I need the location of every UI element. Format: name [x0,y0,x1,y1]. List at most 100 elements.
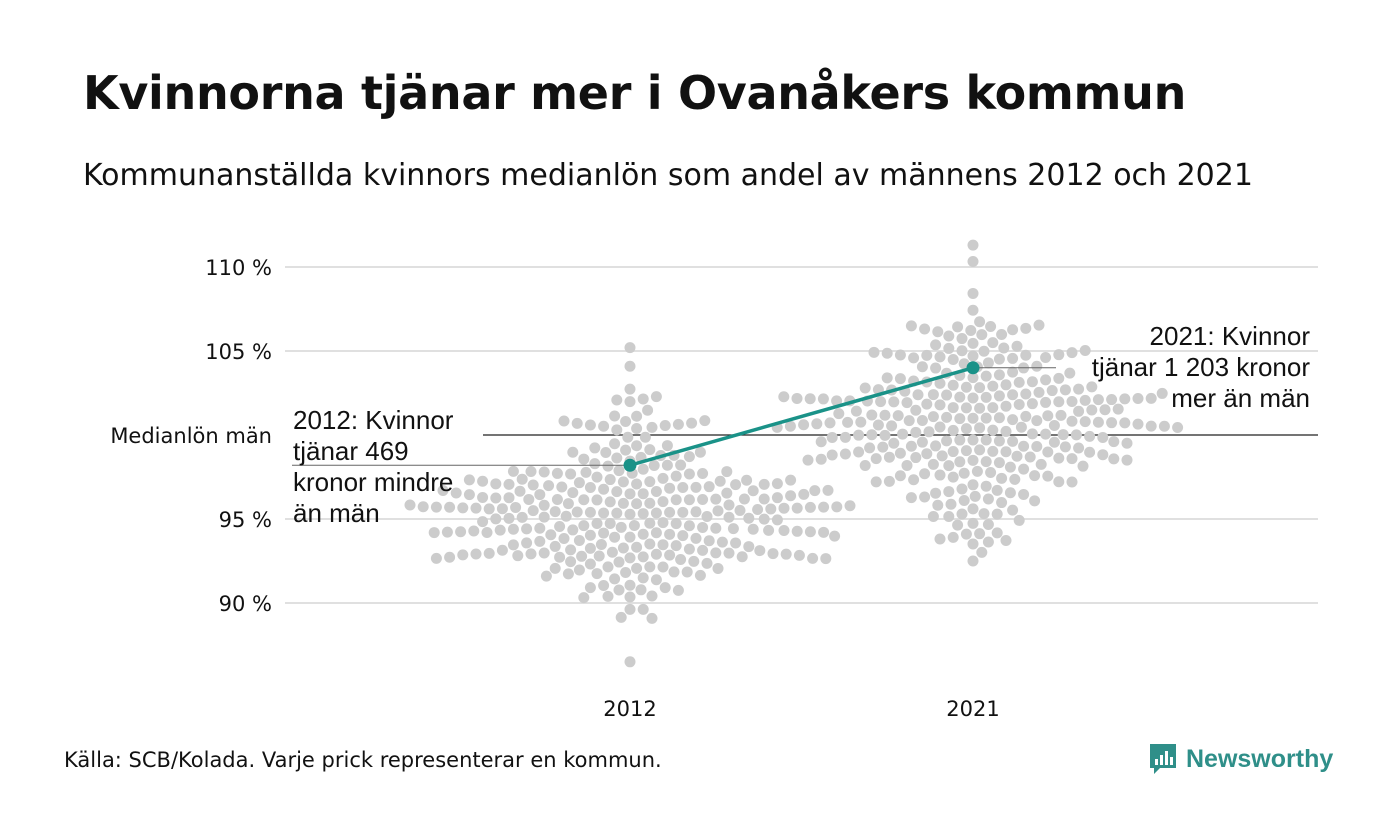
dot-2012-224 [578,453,590,465]
dot-2012-36 [430,501,442,513]
dot-2012-57 [657,496,669,508]
dot-2012-142 [771,478,783,490]
dot-2012-123 [584,482,596,494]
dot-2012-0 [624,508,636,520]
dot-2012-152 [714,475,726,487]
dot-2021-149 [1026,376,1038,388]
dot-2012-5 [664,506,676,518]
dot-2012-21 [752,504,764,516]
dot-2021-267 [956,508,968,520]
y-tick-label-105: 105 % [205,340,272,364]
dot-2021-22 [833,408,845,420]
dot-2012-87 [455,526,467,538]
dot-2021-128 [859,382,871,394]
dot-2012-259 [646,590,658,602]
dot-2012-288 [624,656,636,668]
dot-2021-155 [1040,374,1052,386]
dot-2021-102 [1108,436,1120,448]
dot-2021-222 [881,347,893,359]
highlight-point-2021 [966,361,980,375]
dot-2021-132 [974,444,986,456]
dot-2012-254 [635,584,647,596]
brand-name: Newsworthy [1186,744,1334,773]
dot-2021-225 [967,479,979,491]
dot-2021-288 [967,256,979,268]
dot-2012-263 [611,424,623,436]
dot-2012-106 [584,529,596,541]
dot-2021-250 [976,329,988,341]
dot-2012-144 [657,539,669,551]
dot-2021-71 [1066,396,1078,408]
dot-2012-150 [549,540,561,552]
dot-2021-242 [969,490,981,502]
dot-2021-94 [967,434,979,446]
dot-2021-226 [978,345,990,357]
dot-2021-40 [1015,421,1027,433]
dot-2021-241 [1018,488,1030,500]
dot-2012-163 [657,472,669,484]
dot-2021-41 [1112,403,1124,415]
dot-2021-21 [1106,417,1118,429]
dot-2021-229 [980,480,992,492]
dot-2012-78 [567,524,579,536]
newsworthy-logo-icon [1150,744,1176,774]
dot-2021-275 [952,519,964,531]
dot-2021-170 [980,370,992,382]
dot-2021-191 [916,361,928,373]
dot-2012-190 [538,466,550,478]
dot-2021-252 [996,497,1008,509]
dot-2012-244 [609,573,621,585]
dot-2021-103 [1007,389,1019,401]
dot-2012-9 [690,506,702,518]
dot-2012-61 [591,494,603,506]
dot-2012-12 [701,511,713,523]
dot-2012-3 [650,507,662,519]
dot-2021-14 [879,409,891,421]
y-axis: 90 % 95 % Medianlön män 105 % 110 % [110,256,272,616]
dot-2012-39 [477,516,489,528]
dot-2012-253 [584,582,596,594]
dot-2021-35 [784,420,796,432]
dot-2021-141 [853,446,865,458]
dot-2021-239 [930,487,942,499]
dot-2021-194 [985,466,997,478]
highlight-line-ovanaker [629,366,974,467]
dot-2012-138 [758,478,770,490]
dot-2021-168 [1121,454,1133,466]
dot-2021-193 [971,465,983,477]
dot-2012-151 [743,541,755,553]
dot-2021-249 [1029,495,1041,507]
dot-2021-76 [831,395,843,407]
dot-2012-220 [657,561,669,573]
dot-2021-232 [956,483,968,495]
dot-2012-100 [637,528,649,540]
dot-2012-239 [694,446,706,458]
dot-2012-203 [430,552,442,564]
dot-2012-189 [512,550,524,562]
dot-2021-87 [1132,392,1144,404]
dot-2012-83 [477,491,489,503]
dot-2021-214 [921,349,933,361]
dot-2012-210 [613,556,625,568]
dot-2012-49 [631,498,643,510]
dot-2012-10 [560,510,572,522]
dot-2021-125 [1073,383,1085,395]
dot-2021-93 [778,391,790,403]
dot-2021-265 [1033,319,1045,331]
dot-2021-99 [993,435,1005,447]
dot-2021-261 [952,321,964,333]
y-tick-label-95: 95 % [219,508,272,532]
dot-2012-283 [611,394,623,406]
dot-2021-215 [1020,349,1032,361]
dot-2021-201 [894,470,906,482]
dot-2012-215 [584,558,596,570]
dot-2012-270 [571,417,583,429]
dot-2021-45 [974,402,986,414]
dot-2012-122 [664,482,676,494]
dot-2012-69 [523,493,535,505]
dot-2012-17 [516,511,528,523]
dot-2021-124 [877,441,889,453]
dot-2021-211 [934,351,946,363]
dot-2021-134 [960,445,972,457]
dot-2021-78 [1084,430,1096,442]
